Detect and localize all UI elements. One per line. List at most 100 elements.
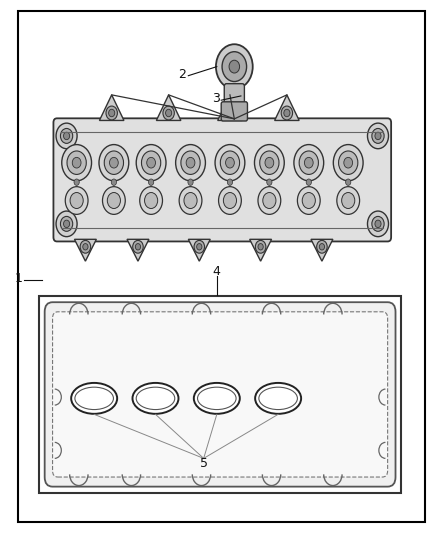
Circle shape [222, 52, 247, 82]
Circle shape [148, 179, 154, 185]
Circle shape [60, 128, 73, 143]
Circle shape [220, 151, 240, 174]
Circle shape [304, 157, 313, 168]
Ellipse shape [136, 387, 175, 409]
Ellipse shape [75, 387, 113, 409]
Circle shape [64, 132, 70, 140]
Circle shape [216, 44, 253, 89]
Circle shape [265, 157, 274, 168]
Circle shape [109, 109, 115, 117]
Polygon shape [218, 95, 242, 120]
Circle shape [367, 123, 389, 149]
FancyBboxPatch shape [45, 302, 396, 487]
Circle shape [260, 151, 279, 174]
Circle shape [80, 240, 91, 253]
Circle shape [227, 109, 233, 117]
Circle shape [60, 216, 73, 231]
Circle shape [306, 179, 311, 185]
Circle shape [111, 179, 117, 185]
Circle shape [367, 211, 389, 237]
Circle shape [372, 128, 384, 143]
Circle shape [254, 144, 284, 181]
Circle shape [136, 144, 166, 181]
Circle shape [107, 192, 120, 208]
Circle shape [297, 187, 320, 214]
Circle shape [70, 192, 83, 208]
Circle shape [102, 187, 125, 214]
Circle shape [62, 144, 92, 181]
Circle shape [258, 244, 263, 250]
Text: 5: 5 [200, 457, 208, 470]
Circle shape [333, 144, 363, 181]
Ellipse shape [255, 383, 301, 414]
Circle shape [106, 106, 117, 120]
Polygon shape [275, 95, 299, 120]
Circle shape [344, 157, 353, 168]
Polygon shape [188, 239, 210, 261]
Circle shape [337, 187, 360, 214]
Ellipse shape [194, 383, 240, 414]
Circle shape [67, 151, 86, 174]
Polygon shape [74, 239, 96, 261]
Circle shape [145, 192, 158, 208]
Polygon shape [99, 95, 124, 120]
Text: 4: 4 [213, 265, 221, 278]
Polygon shape [250, 239, 272, 261]
Circle shape [104, 151, 124, 174]
Circle shape [83, 244, 88, 250]
Circle shape [223, 192, 237, 208]
Ellipse shape [132, 383, 178, 414]
Bar [39, 296, 401, 493]
Text: 3: 3 [212, 92, 220, 105]
Circle shape [72, 157, 81, 168]
Circle shape [219, 187, 241, 214]
Circle shape [141, 151, 161, 174]
Circle shape [133, 240, 143, 253]
Polygon shape [156, 95, 181, 120]
Circle shape [64, 220, 70, 228]
Circle shape [346, 179, 351, 185]
Circle shape [110, 157, 118, 168]
Circle shape [74, 179, 79, 185]
Circle shape [163, 106, 174, 120]
Circle shape [135, 244, 141, 250]
Circle shape [197, 244, 202, 250]
Circle shape [284, 109, 290, 117]
Circle shape [224, 106, 236, 120]
FancyBboxPatch shape [224, 84, 244, 109]
Circle shape [263, 192, 276, 208]
Circle shape [181, 151, 200, 174]
Circle shape [375, 132, 381, 140]
Polygon shape [311, 239, 333, 261]
Circle shape [294, 144, 324, 181]
Circle shape [342, 192, 355, 208]
Circle shape [56, 211, 77, 237]
Circle shape [267, 179, 272, 185]
Circle shape [375, 220, 381, 228]
Circle shape [226, 157, 234, 168]
FancyBboxPatch shape [221, 102, 247, 121]
Circle shape [227, 179, 233, 185]
Circle shape [215, 144, 245, 181]
Circle shape [194, 240, 205, 253]
Circle shape [186, 157, 195, 168]
Circle shape [176, 144, 205, 181]
Circle shape [258, 187, 281, 214]
Circle shape [99, 144, 129, 181]
Circle shape [281, 106, 293, 120]
Circle shape [56, 123, 77, 149]
Circle shape [302, 192, 315, 208]
FancyBboxPatch shape [53, 118, 391, 241]
Circle shape [147, 157, 155, 168]
Circle shape [140, 187, 162, 214]
Circle shape [184, 192, 197, 208]
Ellipse shape [259, 387, 297, 409]
Circle shape [188, 179, 193, 185]
Ellipse shape [71, 383, 117, 414]
Polygon shape [127, 239, 149, 261]
FancyBboxPatch shape [53, 312, 388, 477]
Circle shape [166, 109, 172, 117]
Circle shape [65, 187, 88, 214]
Circle shape [317, 240, 327, 253]
Text: 1: 1 [14, 272, 22, 285]
